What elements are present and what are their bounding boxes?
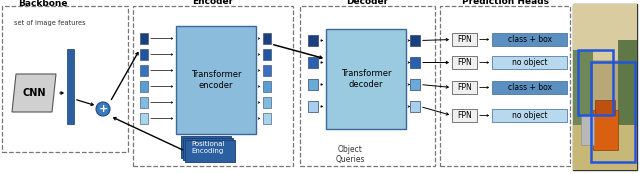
Bar [410,101,420,112]
Bar [308,35,318,46]
Bar [263,65,271,76]
Bar [263,33,271,44]
Bar [263,97,271,108]
Bar [176,26,256,134]
Text: no object: no object [512,111,547,120]
Text: Decoder: Decoder [346,0,388,6]
Bar [300,6,435,166]
Bar [263,49,271,60]
Text: FPN: FPN [457,58,472,67]
Bar [410,35,420,46]
Bar [263,113,271,124]
Bar [410,79,420,90]
Bar [2,6,128,152]
Text: Prediction Heads: Prediction Heads [461,0,548,6]
Bar [452,33,477,46]
Bar [308,57,318,68]
Bar [492,109,567,122]
Text: +: + [99,104,108,114]
Polygon shape [12,74,56,112]
Bar [492,81,567,94]
Text: Positional
Encoding: Positional Encoding [191,140,225,153]
Bar [308,101,318,112]
Text: FPN: FPN [457,111,472,120]
Bar [573,4,637,60]
Bar [573,125,637,170]
Bar [452,109,477,122]
Bar [140,65,148,76]
Text: no object: no object [512,58,547,67]
Bar [326,29,406,129]
Bar [452,56,477,69]
Bar [181,136,231,158]
Text: CNN: CNN [22,88,45,98]
Bar [140,97,148,108]
Bar [618,40,637,140]
Bar [185,140,235,162]
Bar [595,100,615,115]
Bar [140,113,148,124]
Bar [140,49,148,60]
Bar [410,57,420,68]
Text: class + box: class + box [508,83,552,92]
Text: Transformer
encoder: Transformer encoder [191,70,241,90]
Text: FPN: FPN [457,83,472,92]
Bar [578,50,613,115]
Text: Transformer
decoder: Transformer decoder [340,69,391,89]
Text: class + box: class + box [508,35,552,44]
Bar [492,56,567,69]
Bar [308,79,318,90]
Circle shape [96,102,110,116]
Bar [140,81,148,92]
Bar [573,4,637,170]
Bar [452,81,477,94]
Bar [581,115,594,145]
Bar [140,33,148,44]
Text: set of image features: set of image features [14,20,86,26]
Text: Object
Queries: Object Queries [335,145,365,164]
Bar [573,50,593,130]
Bar [440,6,570,166]
Bar [591,62,635,162]
Bar [67,49,74,124]
Bar [492,33,567,46]
Bar [133,6,293,166]
Bar [593,110,618,150]
Bar [183,138,233,160]
Text: Encoder: Encoder [193,0,234,6]
Bar [263,81,271,92]
Text: FPN: FPN [457,35,472,44]
Text: Backbone: Backbone [18,0,67,8]
